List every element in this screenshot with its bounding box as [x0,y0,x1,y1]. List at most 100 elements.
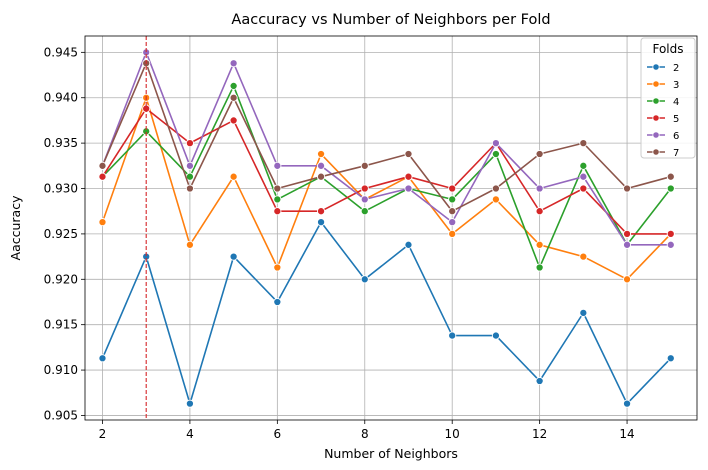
y-tick-label: 0.945 [44,45,78,59]
series-line [101,51,671,246]
x-tick-label: 10 [445,427,460,441]
data-point [98,161,107,170]
data-point [535,149,544,159]
legend-item: 2 [647,63,679,74]
series-2 [98,218,675,408]
data-point [623,399,632,408]
series-line [101,221,672,405]
series-5 [98,104,675,238]
legend-marker [652,80,660,88]
series-line [101,62,671,213]
data-point [666,229,675,238]
data-point [491,149,500,159]
legend-marker [652,63,660,71]
data-point [98,354,107,363]
data-point [360,161,369,170]
grid-lines [85,36,697,420]
data-point [579,139,588,148]
data-point [535,207,544,216]
data-point [273,184,282,193]
data-point [185,184,194,193]
data-point [491,331,500,340]
chart-title: Aaccuracy vs Number of Neighbors per Fol… [231,12,550,28]
y-tick-label: 0.915 [44,318,78,332]
x-tick-label: 6 [274,427,282,441]
x-tick-label: 14 [619,427,634,441]
data-point [317,172,326,181]
legend-marker [652,114,660,122]
data-point [623,240,632,249]
data-point [404,172,413,181]
legend-item: 5 [647,114,679,125]
legend-label: 2 [673,63,679,74]
data-point [185,240,194,249]
data-point [317,207,326,216]
data-point [448,229,457,238]
legend-item: 4 [647,97,679,108]
y-tick-label: 0.905 [44,408,78,422]
legend-items: 2 3 4 5 6 7 [647,63,679,159]
data-point [317,161,326,170]
data-point [448,207,457,216]
legend-item: 3 [647,80,679,91]
y-tick-label: 0.910 [44,363,78,377]
data-point [229,93,238,102]
series-6 [98,48,675,249]
legend-item: 7 [647,148,679,159]
series-7 [98,59,675,216]
data-point [579,161,588,170]
data-point [404,184,413,193]
data-point [623,229,632,238]
data-point [579,252,588,261]
data-point [360,207,369,216]
legend-marker [652,131,660,139]
data-point [535,184,544,193]
data-point [229,59,238,68]
legend-box [640,37,696,159]
data-point [579,172,588,181]
data-point [579,184,588,193]
data-point [535,240,544,249]
legend-title: Folds [652,42,683,56]
data-point [666,240,675,249]
data-point [666,354,675,363]
legend-item: 6 [647,131,679,142]
legend-marker [652,97,660,105]
data-point [98,172,107,181]
legend-label: 4 [673,97,679,108]
y-tick-label: 0.935 [44,136,78,150]
data-point [491,184,500,193]
x-tick-label: 4 [186,427,194,441]
x-tick-label: 8 [361,427,369,441]
series-line [101,85,672,269]
data-point [185,139,194,148]
legend: Folds 2 3 4 5 6 7 [640,37,696,159]
legend-marker [652,148,660,156]
plot-area-frame [84,35,698,421]
data-point [448,184,457,193]
y-tick-label: 0.940 [44,91,78,105]
x-axis-ticks: 2 4 6 8 10 12 14 [99,420,635,441]
data-point [317,149,326,159]
series-group [98,48,675,408]
y-tick-label: 0.920 [44,272,78,286]
y-axis-ticks: 0.905 0.910 0.915 0.920 0.925 0.930 0.935 0.940… [44,45,85,422]
data-point [448,331,457,340]
data-point [273,263,282,272]
x-axis-label: Number of Neighbors [324,446,458,461]
data-point [273,161,282,170]
y-tick-label: 0.925 [44,227,78,241]
data-point [185,161,194,170]
data-point [448,195,457,204]
legend-label: 6 [673,131,679,142]
data-point [360,184,369,193]
data-point [229,81,238,90]
data-point [273,207,282,216]
data-point [666,172,675,181]
data-point [317,218,326,227]
y-axis-label: Aaccuracy [8,195,23,261]
legend-label: 7 [673,148,679,159]
data-point [448,218,457,227]
data-point [535,263,544,272]
